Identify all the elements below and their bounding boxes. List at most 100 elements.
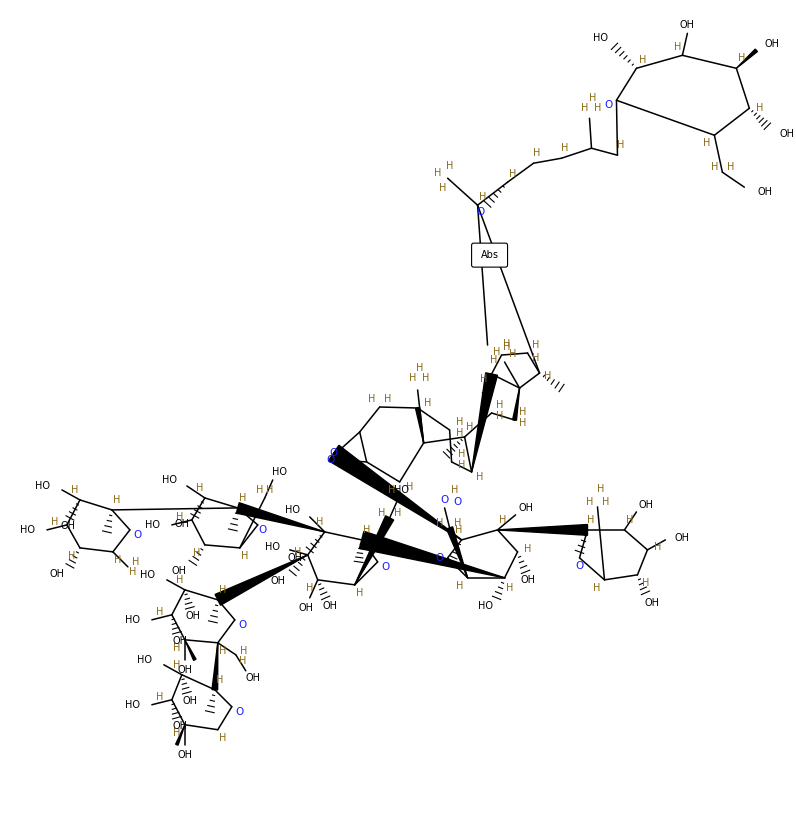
- Text: H: H: [503, 342, 510, 352]
- Text: HO: HO: [162, 475, 177, 485]
- Text: OH: OH: [50, 569, 65, 579]
- Text: HO: HO: [478, 601, 493, 611]
- Polygon shape: [736, 49, 758, 68]
- Text: H: H: [294, 547, 302, 556]
- Text: H: H: [316, 517, 323, 527]
- Text: OH: OH: [675, 533, 690, 543]
- Text: HO: HO: [35, 481, 50, 491]
- Text: H: H: [532, 340, 539, 350]
- Text: OH: OH: [175, 519, 189, 529]
- Text: OH: OH: [298, 603, 314, 613]
- Text: H: H: [114, 555, 122, 565]
- Text: HO: HO: [125, 700, 140, 709]
- Polygon shape: [212, 643, 218, 690]
- Text: H: H: [416, 363, 423, 373]
- Text: H: H: [378, 508, 385, 518]
- Text: H: H: [727, 162, 734, 173]
- Text: H: H: [174, 660, 181, 670]
- Text: H: H: [711, 162, 718, 173]
- Text: OH: OH: [322, 601, 338, 611]
- Text: HO: HO: [272, 467, 287, 477]
- Text: H: H: [240, 646, 248, 656]
- Text: H: H: [581, 104, 588, 113]
- Text: H: H: [594, 104, 601, 113]
- Text: OH: OH: [173, 721, 187, 731]
- Text: H: H: [738, 53, 745, 63]
- Text: H: H: [587, 515, 594, 525]
- Text: OH: OH: [178, 750, 193, 760]
- Text: H: H: [451, 485, 458, 495]
- Text: HO: HO: [285, 505, 300, 515]
- Text: H: H: [196, 483, 204, 493]
- Text: HO: HO: [125, 615, 140, 625]
- Text: H: H: [356, 588, 364, 598]
- Text: H: H: [493, 347, 500, 357]
- Polygon shape: [215, 555, 308, 605]
- Text: H: H: [524, 544, 531, 554]
- Text: H: H: [589, 93, 596, 104]
- Text: H: H: [219, 584, 227, 595]
- Polygon shape: [498, 524, 587, 535]
- Polygon shape: [329, 446, 462, 540]
- Text: O: O: [239, 620, 247, 630]
- Text: H: H: [219, 732, 227, 743]
- Text: H: H: [394, 508, 401, 518]
- Text: OH: OH: [639, 500, 654, 510]
- Text: H: H: [597, 484, 604, 494]
- Text: H: H: [193, 548, 201, 558]
- Text: H: H: [51, 517, 59, 527]
- Text: H: H: [519, 418, 526, 428]
- Text: H: H: [458, 460, 466, 470]
- Text: OH: OH: [764, 39, 779, 49]
- Text: H: H: [476, 472, 483, 482]
- Text: H: H: [241, 551, 248, 561]
- Text: H: H: [533, 148, 540, 158]
- Text: HO: HO: [137, 655, 152, 665]
- Text: H: H: [439, 183, 447, 193]
- Text: H: H: [479, 192, 486, 202]
- Text: H: H: [129, 567, 137, 577]
- Text: H: H: [239, 656, 247, 666]
- Text: H: H: [176, 512, 184, 522]
- Text: H: H: [219, 646, 227, 656]
- Text: H: H: [363, 525, 370, 535]
- Text: OH: OH: [60, 521, 76, 531]
- Text: HO: HO: [594, 34, 608, 44]
- Text: H: H: [626, 515, 633, 525]
- Text: H: H: [456, 581, 463, 591]
- Text: H: H: [68, 551, 76, 561]
- Text: H: H: [306, 583, 314, 593]
- Text: HO: HO: [265, 542, 279, 552]
- Text: H: H: [458, 449, 466, 459]
- Polygon shape: [236, 503, 325, 532]
- Text: H: H: [446, 161, 453, 171]
- Text: OH: OH: [185, 611, 201, 621]
- Text: H: H: [422, 373, 429, 383]
- Text: OH: OH: [173, 635, 187, 646]
- Polygon shape: [471, 373, 498, 472]
- Text: OH: OH: [779, 129, 794, 139]
- Text: O: O: [259, 525, 267, 535]
- Text: H: H: [509, 169, 517, 179]
- Polygon shape: [447, 527, 467, 578]
- Text: HO: HO: [145, 520, 160, 530]
- Text: H: H: [217, 675, 224, 685]
- Text: O: O: [236, 707, 244, 717]
- Text: H: H: [506, 583, 513, 593]
- Text: O: O: [604, 100, 613, 110]
- Text: H: H: [239, 493, 247, 503]
- Text: OH: OH: [645, 598, 660, 607]
- Text: H: H: [703, 138, 710, 148]
- FancyBboxPatch shape: [471, 243, 508, 267]
- Text: H: H: [586, 497, 593, 507]
- Text: H: H: [434, 169, 441, 178]
- Text: H: H: [174, 727, 181, 737]
- Text: H: H: [409, 373, 416, 383]
- Text: H: H: [156, 692, 163, 702]
- Text: HO: HO: [20, 525, 35, 535]
- Text: H: H: [174, 643, 181, 653]
- Text: H: H: [503, 339, 510, 349]
- Text: H: H: [388, 485, 396, 495]
- Text: H: H: [266, 485, 274, 495]
- Text: H: H: [368, 394, 376, 404]
